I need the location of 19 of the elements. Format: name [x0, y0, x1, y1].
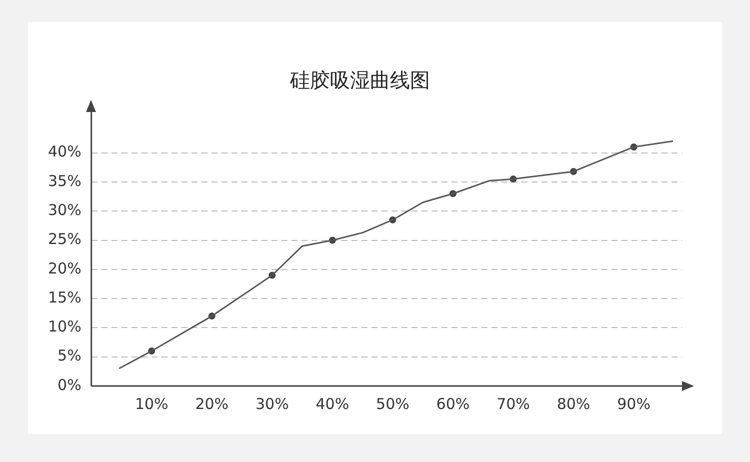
chart-title: 硅胶吸湿曲线图: [289, 68, 430, 92]
x-tick-label: 30%: [255, 394, 289, 413]
x-tick-label: 70%: [496, 394, 530, 413]
x-tick-label: 90%: [617, 394, 650, 413]
y-tick-label: 20%: [48, 259, 82, 278]
y-tick-label: 15%: [48, 288, 82, 306]
x-tick-label: 40%: [316, 394, 350, 413]
x-tick-label: 20%: [195, 394, 229, 413]
y-tick-label: 40%: [48, 142, 82, 161]
x-tick-label: 80%: [556, 394, 590, 413]
x-tick-label: 60%: [436, 394, 470, 413]
y-tick-label: 5%: [58, 346, 82, 365]
x-tick-label: 10%: [134, 394, 168, 413]
y-tick-label: 10%: [48, 318, 82, 336]
y-tick-label: 30%: [48, 200, 82, 219]
x-tick-label: 50%: [376, 394, 410, 413]
y-tick-label: 25%: [48, 230, 82, 248]
y-tick-label: 35%: [48, 172, 82, 190]
y-tick-label: 0%: [58, 376, 82, 394]
